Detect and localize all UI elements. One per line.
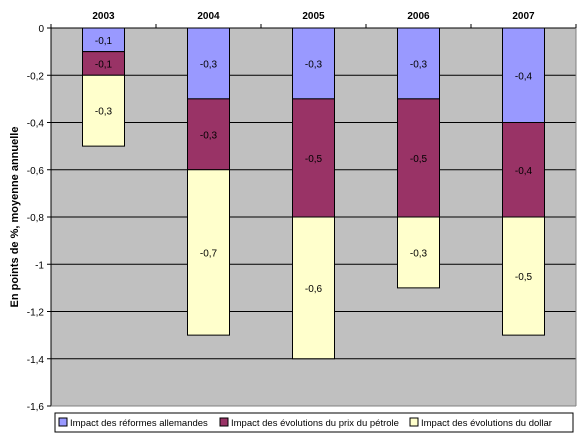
data-label: -0,3 [200, 59, 218, 70]
y-axis-tick-labels: 0 -0,2 -0,4 -0,6 -0,8 -1 -1,2 -1,4 -1,6 [27, 24, 51, 413]
bars [82, 27, 545, 360]
y-tick-label: -1,4 [27, 355, 45, 366]
data-label: -0,1 [95, 59, 113, 70]
y-tick-label: -0,6 [27, 166, 45, 177]
data-label: -0,4 [515, 71, 533, 82]
legend-box [54, 412, 574, 433]
y-tick-label: 0 [38, 24, 44, 35]
legend-label: Impact des évolutions du dollar [421, 418, 552, 429]
legend-label: Impact des évolutions du prix du pétrole [231, 418, 399, 429]
bar-segment [187, 98, 230, 171]
legend: Impact des réformes allemandes Impact des… [54, 412, 574, 433]
data-label: -0,3 [95, 107, 113, 118]
x-tick-label: 2006 [407, 11, 430, 22]
bar-segment [187, 27, 230, 100]
y-tick-label: -1,2 [27, 308, 45, 319]
data-label: -0,3 [410, 248, 428, 259]
data-label: -0,5 [515, 272, 533, 283]
bar-segment [397, 98, 440, 218]
bar-segment [502, 216, 545, 336]
data-label: -0,7 [200, 248, 218, 259]
data-label: -0,3 [200, 130, 218, 141]
bar-segment [292, 27, 335, 100]
data-label: -0,4 [515, 166, 533, 177]
y-tick-label: -0,2 [27, 71, 45, 82]
data-label: -0,3 [305, 59, 323, 70]
y-tick-label: -0,4 [27, 119, 45, 130]
bar-segment [187, 169, 230, 336]
data-label: -0,3 [410, 59, 428, 70]
data-label: -0,1 [95, 36, 113, 47]
data-label: -0,5 [305, 154, 323, 165]
bar-segment [292, 216, 335, 360]
data-labels: -0,1 -0,1 -0,3 -0,3 -0,3 -0,7 -0,3 -0,5 -0,6 -0,3… [95, 36, 533, 295]
y-axis-title: En points de %, moyenne annuelle [9, 127, 21, 308]
bar-segment [82, 74, 125, 147]
y-tick-label: -1,6 [27, 402, 45, 413]
data-label: -0,6 [305, 284, 323, 295]
x-tick-label: 2004 [197, 11, 220, 22]
y-tick-label: -1 [35, 260, 44, 271]
legend-swatch [58, 417, 68, 427]
legend-swatch [409, 417, 419, 427]
bar-segment [397, 27, 440, 100]
y-tick-label: -0,8 [27, 213, 45, 224]
legend-label: Impact des réformes allemandes [70, 418, 208, 429]
data-label: -0,5 [410, 154, 428, 165]
x-tick-label: 2003 [92, 11, 115, 22]
bar-segment [397, 216, 440, 289]
x-tick-label: 2005 [302, 11, 325, 22]
bar-segment [502, 122, 545, 218]
x-axis-tick-labels: 2003 2004 2005 2006 2007 [50, 11, 577, 28]
x-tick-label: 2007 [512, 11, 535, 22]
legend-swatch [219, 417, 229, 427]
bar-segment [502, 27, 545, 123]
